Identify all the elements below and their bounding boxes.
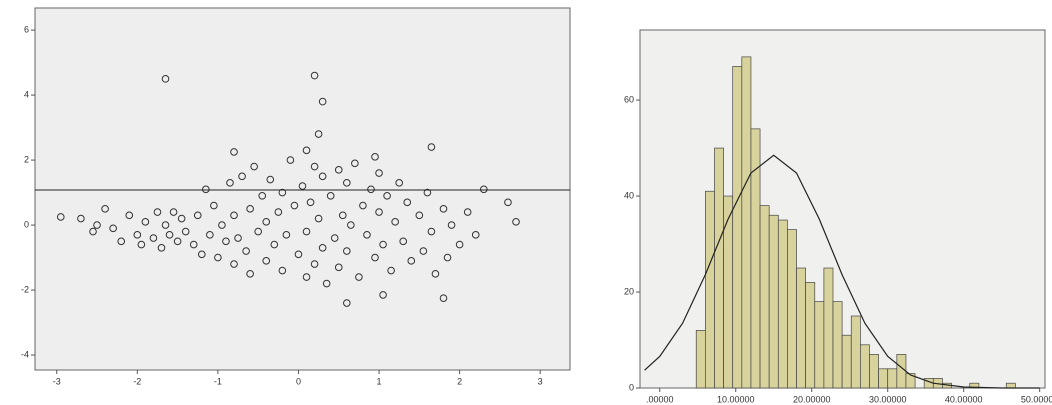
y-tick-label: 4	[24, 89, 29, 99]
bar	[724, 196, 733, 388]
y-tick-label: 6	[24, 24, 29, 34]
x-tick-label: .00000	[646, 394, 674, 404]
x-tick-label: -2	[133, 376, 141, 386]
bar	[797, 268, 806, 388]
x-tick-label: 0	[296, 376, 301, 386]
x-tick-label: 10.00000	[717, 394, 755, 404]
bar	[888, 369, 897, 388]
y-tick-label: 40	[624, 190, 634, 200]
bar	[769, 215, 778, 388]
figure: -3 -2 -1 0 1 2 3 -4 -2 0 2 4 6 .00000 10.00000 20.00000…	[0, 0, 1052, 405]
bar	[879, 369, 888, 388]
bar	[806, 282, 815, 388]
x-tick-label: 2	[457, 376, 462, 386]
x-tick-label: 40.00000	[945, 394, 983, 404]
bar	[696, 330, 705, 388]
x-tick-label: -1	[214, 376, 222, 386]
y-tick-label: 0	[629, 382, 634, 392]
x-tick-label: 30.00000	[869, 394, 907, 404]
x-tick-label: 3	[538, 376, 543, 386]
x-tick-label: 50.00000	[1021, 394, 1052, 404]
bar	[751, 129, 760, 388]
bar	[860, 345, 869, 388]
y-tick-label: -4	[21, 349, 29, 359]
y-tick-label: -2	[21, 284, 29, 294]
bar	[842, 335, 851, 388]
y-tick-label: 60	[624, 94, 634, 104]
x-tick-label: 1	[377, 376, 382, 386]
bar	[851, 316, 860, 388]
bar	[787, 230, 796, 388]
y-tick-label: 2	[24, 154, 29, 164]
x-tick-label: 20.00000	[793, 394, 831, 404]
bar	[705, 191, 714, 388]
bar	[742, 57, 751, 388]
bar	[760, 206, 769, 388]
y-tick-label: 20	[624, 286, 634, 296]
bar	[824, 268, 833, 388]
bar	[815, 302, 824, 388]
bar	[833, 302, 842, 388]
bar	[897, 354, 906, 388]
bar	[714, 148, 723, 388]
bar	[778, 220, 787, 388]
bar	[733, 66, 742, 388]
bar	[1006, 383, 1015, 388]
x-tick-label: -3	[53, 376, 61, 386]
y-tick-label: 0	[24, 219, 29, 229]
bar	[869, 354, 878, 388]
